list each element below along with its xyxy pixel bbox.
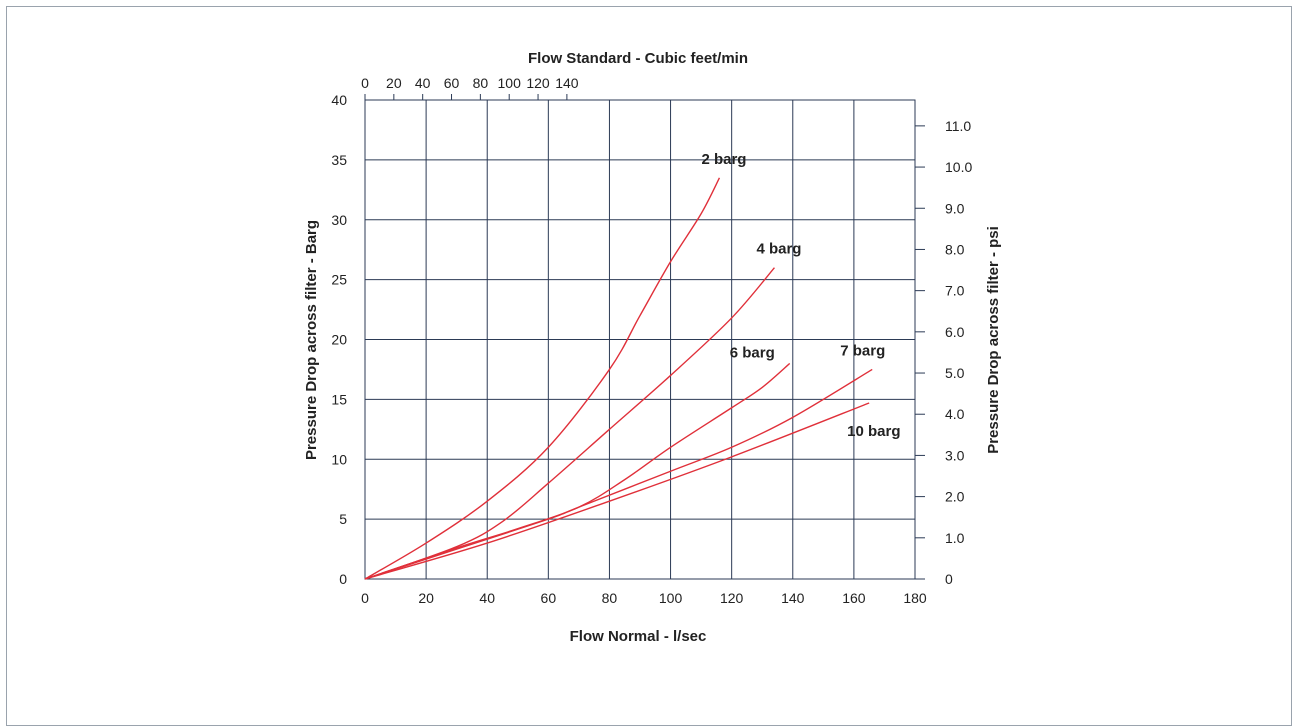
pressure-drop-chart: 0 20 40 60 80 100 120 140 160 180 051015202530354… xyxy=(303,50,1002,645)
x-axis-bottom: 0 20 40 60 80 100 120 140 160 180 xyxy=(361,590,927,606)
top-tick-label: 100 xyxy=(498,75,522,91)
x-tick-label: 40 xyxy=(479,590,495,606)
x-tick-label: 0 xyxy=(361,590,369,606)
series-line-6-barg xyxy=(364,362,791,580)
top-tick-label: 20 xyxy=(386,75,402,91)
series-line-2-barg xyxy=(364,177,721,580)
plot-border xyxy=(364,99,916,580)
series-line-4-barg xyxy=(364,267,775,580)
x-tick-label: 120 xyxy=(720,590,744,606)
y-tick-label: 5 xyxy=(339,511,347,527)
series-labels: 2 barg 4 barg 6 barg 7 barg 10 barg xyxy=(701,151,900,440)
top-tick-label: 40 xyxy=(415,75,431,91)
right-tick-label: 7.0 xyxy=(945,283,965,299)
x-tick-label: 140 xyxy=(781,590,805,606)
x-tick-label: 80 xyxy=(602,590,618,606)
x-tick-label: 60 xyxy=(541,590,557,606)
x-tick-label: 20 xyxy=(418,590,434,606)
right-tick-label: 1.0 xyxy=(945,530,965,546)
y-tick-label: 35 xyxy=(331,152,347,168)
right-tick-label: 2.0 xyxy=(945,489,965,505)
y-axis-right: 0 1.0 2.0 3.0 4.0 5.0 6.0 7.0 8.0 9.0 10.0 11.0 xyxy=(915,118,972,587)
x-tick-label: 160 xyxy=(842,590,866,606)
y-tick-label: 20 xyxy=(331,332,347,348)
y-tick-label: 30 xyxy=(331,212,347,228)
top-tick-label: 140 xyxy=(555,75,579,91)
series-label-6-barg: 6 barg xyxy=(730,344,775,361)
series-line-7-barg xyxy=(364,368,873,580)
y-tick-label: 10 xyxy=(331,451,347,467)
right-tick-label: 10.0 xyxy=(945,159,972,175)
series-lines xyxy=(364,177,873,580)
right-tick-label: 8.0 xyxy=(945,241,965,257)
y-axis-title: Pressure Drop across filter - Barg xyxy=(303,220,320,460)
top-tick-label: 0 xyxy=(361,75,369,91)
top-tick-label: 60 xyxy=(444,75,460,91)
y-tick-label: 15 xyxy=(331,391,347,407)
right-tick-label: 4.0 xyxy=(945,406,965,422)
right-tick-label: 9.0 xyxy=(945,200,965,216)
top-axis-title: Flow Standard - Cubic feet/min xyxy=(528,50,748,67)
x-tick-label: 100 xyxy=(659,590,683,606)
y2-axis-title: Pressure Drop across filter - psi xyxy=(985,226,1002,454)
right-tick-label: 5.0 xyxy=(945,365,965,381)
y-tick-label: 25 xyxy=(331,272,347,288)
y-tick-label: 0 xyxy=(339,571,347,587)
right-tick-label: 11.0 xyxy=(945,118,971,134)
x-axis-top: 0 20 40 60 80 100 120 140 xyxy=(361,75,579,100)
top-tick-label: 120 xyxy=(526,75,550,91)
x-tick-label: 180 xyxy=(903,590,927,606)
series-label-2-barg: 2 barg xyxy=(701,151,746,168)
series-label-10-barg: 10 barg xyxy=(847,423,900,440)
series-line-10-barg xyxy=(364,402,870,580)
right-tick-label: 3.0 xyxy=(945,447,965,463)
right-tick-label: 6.0 xyxy=(945,324,965,340)
y-axis-left: 0 5 10 15 20 25 30 35 40 xyxy=(331,92,347,587)
series-label-7-barg: 7 barg xyxy=(840,342,885,359)
right-tick-label: 0 xyxy=(945,571,953,587)
y-tick-label: 40 xyxy=(331,92,347,108)
series-label-4-barg: 4 barg xyxy=(756,241,801,258)
x-axis-title: Flow Normal - l/sec xyxy=(570,628,707,645)
grid xyxy=(365,100,915,579)
top-tick-label: 80 xyxy=(473,75,489,91)
